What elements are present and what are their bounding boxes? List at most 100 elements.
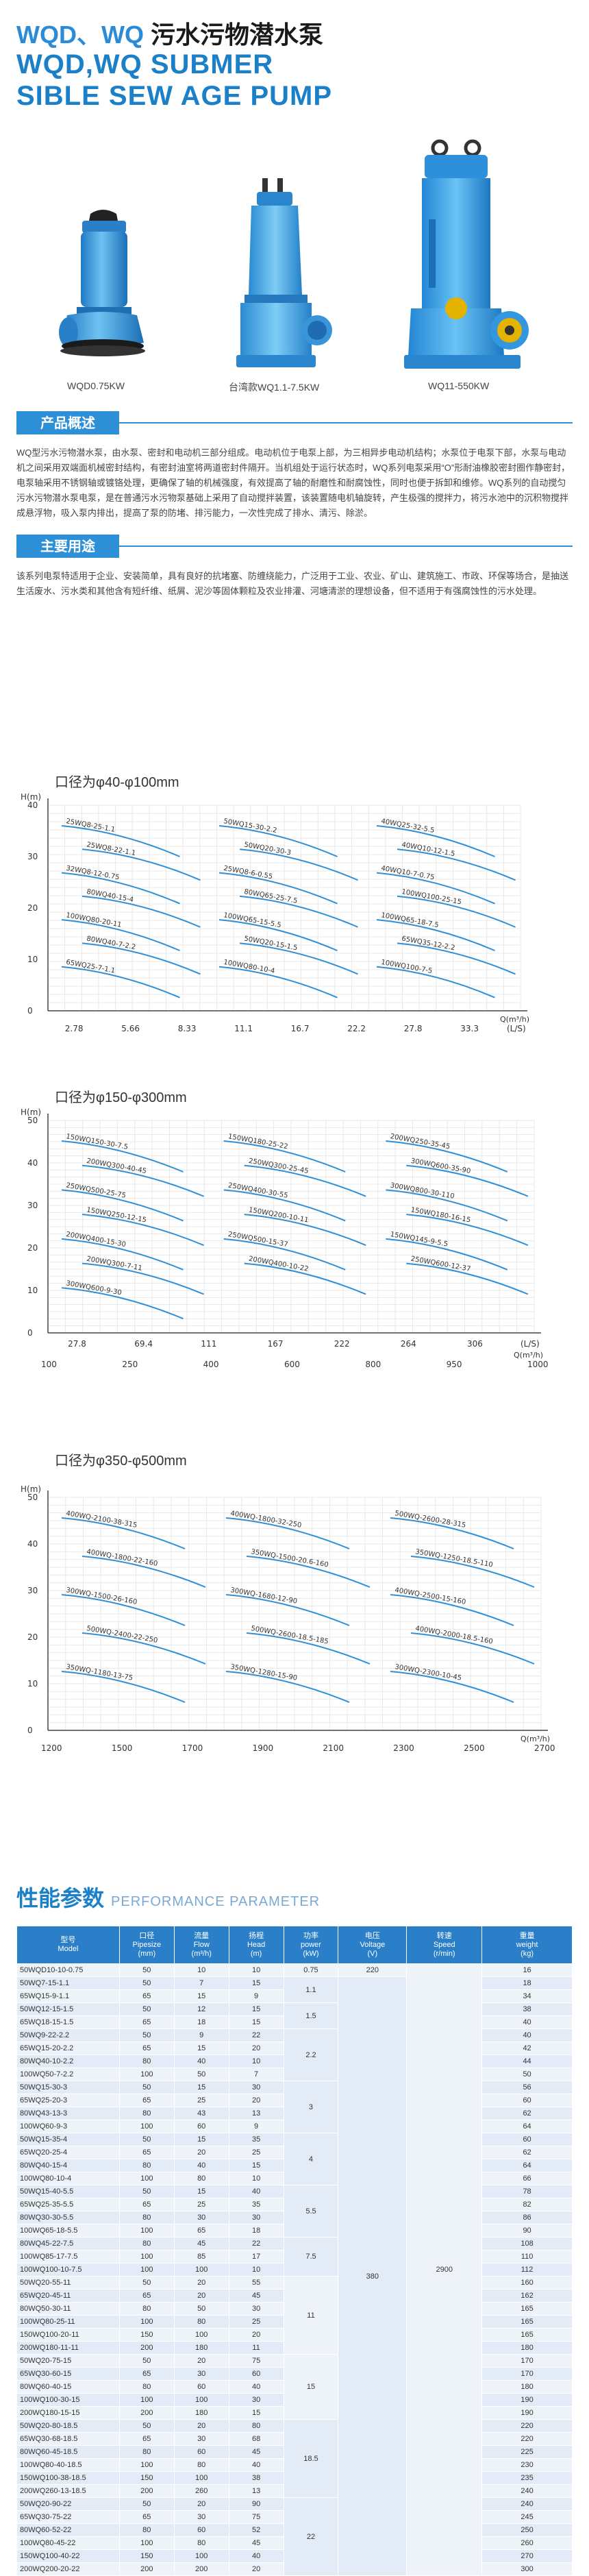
y-tick-label: 30 [27, 852, 38, 861]
table-row: 100WQ50-7-2.2 100 50 7 50 [16, 2068, 573, 2081]
table-cell: 50WQ20-80-18.5 [16, 2419, 120, 2433]
table-cell: 100 [118, 2315, 175, 2329]
curve-label: 250WQ600-12-37 [410, 1255, 471, 1273]
performance-curve [223, 1189, 346, 1222]
table-cell: 60 [481, 2094, 573, 2107]
table-row: 150WQ100-38-18.5 150 100 38 235 [16, 2471, 573, 2485]
x1-tick-label: 22.2 [347, 1024, 366, 1033]
table-row: 65WQ30-68-18.5 65 30 68 220 [16, 2432, 573, 2446]
performance-curve [223, 1140, 346, 1173]
table-cell: 50 [118, 2419, 175, 2433]
table-cell: 20 [173, 2276, 229, 2290]
table-cell: 200 [118, 2406, 175, 2420]
y-tick-label: 40 [27, 1539, 38, 1549]
x2-tick-label: 2100 [323, 1743, 344, 1753]
x2-tick-label: 1500 [112, 1743, 133, 1753]
table-cell: 15 [173, 2081, 229, 2094]
overview-section-bar: 产品概述 [16, 411, 573, 434]
table-cell: 50WQ20-75-15 [16, 2354, 120, 2368]
table-cell: 2900 [406, 1963, 483, 2576]
table-cell: 15 [228, 1976, 284, 1990]
table-cell: 50 [118, 2185, 175, 2198]
y-tick-label: 10 [27, 1286, 38, 1295]
curve-label: 40WQ25-32-5.5 [380, 818, 435, 835]
curve-label: 250WQ300-25-45 [248, 1157, 309, 1175]
table-cell: 80 [118, 2054, 175, 2068]
table-cell: 50WQ15-35-4 [16, 2133, 120, 2146]
x1-unit-label: (L/S) [521, 1339, 540, 1349]
table-cell: 240 [481, 2497, 573, 2511]
table-cell: 150 [118, 2471, 175, 2485]
table-cell: 18 [481, 1976, 573, 1990]
table-cell: 64 [481, 2120, 573, 2133]
table-cell: 100WQ65-18-5.5 [16, 2224, 120, 2237]
performance-curve [82, 1262, 204, 1295]
table-cell: 50 [118, 2002, 175, 2016]
x2-tick-label: 1900 [253, 1743, 274, 1753]
table-cell: 245 [481, 2510, 573, 2524]
table-cell: 15 [228, 2002, 284, 2016]
table-header-voltage: 电压 Voltage (V) [338, 1926, 408, 1964]
table-row: 50WQ20-90-22 50 20 90 22 240 [16, 2497, 573, 2576]
table-cell: 45 [173, 2237, 229, 2250]
table-header-power: 功率 power (kW) [283, 1926, 339, 1964]
table-cell: 150 [118, 2549, 175, 2563]
table-cell: 150WQ100-20-11 [16, 2328, 120, 2342]
x1-tick-label: 33.3 [460, 1024, 479, 1033]
table-cell: 65 [118, 2289, 175, 2303]
table-row: 80WQ50-30-11 80 50 30 165 [16, 2302, 573, 2316]
performance-curve [218, 966, 338, 998]
y-axis-label: H(m) [21, 1107, 41, 1117]
table-cell: 190 [481, 2406, 573, 2420]
table-cell: 80 [118, 2159, 175, 2172]
product-caption-3: WQ11-550KW [428, 380, 490, 391]
table-cell: 60 [173, 2523, 229, 2537]
table-header-speed: 转速 Speed (r/min) [406, 1926, 483, 1964]
table-cell: 100WQ80-40-18.5 [16, 2458, 120, 2472]
curve-label: 80WQ40-15-4 [86, 888, 134, 904]
table-cell: 52 [228, 2523, 284, 2537]
table-cell: 80 [118, 2107, 175, 2120]
table-cell: 25 [228, 2315, 284, 2329]
table-cell: 200 [118, 2562, 175, 2576]
table-cell: 50WQ20-55-11 [16, 2276, 120, 2290]
performance-curve [61, 1287, 184, 1320]
table-row: 200WQ180-15-15 200 180 15 190 [16, 2406, 573, 2420]
table-cell: 40 [228, 2549, 284, 2563]
table-cell: 65 [118, 2432, 175, 2446]
table-cell: 200WQ200-20-22 [16, 2562, 120, 2576]
table-cell: 11 [283, 2276, 339, 2355]
table-cell: 75 [228, 2354, 284, 2368]
table-cell: 200WQ180-11-11 [16, 2341, 120, 2355]
performance-curve [239, 942, 358, 975]
performance-curve [82, 848, 201, 881]
performance-curve [390, 1671, 514, 1703]
product-image-wq-large [404, 139, 529, 369]
table-cell: 68 [228, 2432, 284, 2446]
performance-curve [397, 848, 516, 881]
table-row: 100WQ80-40-18.5 100 80 40 230 [16, 2458, 573, 2472]
table-row: 50WQ15-30-3 50 15 30 3 56 [16, 2081, 573, 2133]
table-cell: 162 [481, 2289, 573, 2303]
table-cell: 65WQ15-9-1.1 [16, 1989, 120, 2003]
table-cell: 100 [173, 2263, 229, 2277]
table-cell: 80WQ40-15-4 [16, 2159, 120, 2172]
table-cell: 180 [481, 2341, 573, 2355]
curve-label: 100WQ65-18-7.5 [380, 911, 439, 929]
table-cell: 45 [228, 2289, 284, 2303]
table-cell: 64 [481, 2159, 573, 2172]
performance-curve [61, 1189, 184, 1222]
table-cell: 50 [481, 2068, 573, 2081]
table-cell: 80WQ50-30-11 [16, 2302, 120, 2316]
table-cell: 15 [173, 2133, 229, 2146]
performance-curve [406, 1214, 529, 1247]
x2-tick-label: 800 [365, 1360, 381, 1369]
table-cell: 45 [228, 2445, 284, 2459]
x1-tick-label: 264 [401, 1339, 416, 1349]
x1-tick-label: 5.66 [121, 1024, 140, 1033]
curve-label: 80WQ65-25-7.5 [243, 888, 298, 905]
performance-curve [406, 1262, 529, 1295]
y-tick-label: 10 [27, 955, 38, 964]
table-cell: 15 [228, 2406, 284, 2420]
y-tick-label: 50 [27, 1493, 38, 1502]
